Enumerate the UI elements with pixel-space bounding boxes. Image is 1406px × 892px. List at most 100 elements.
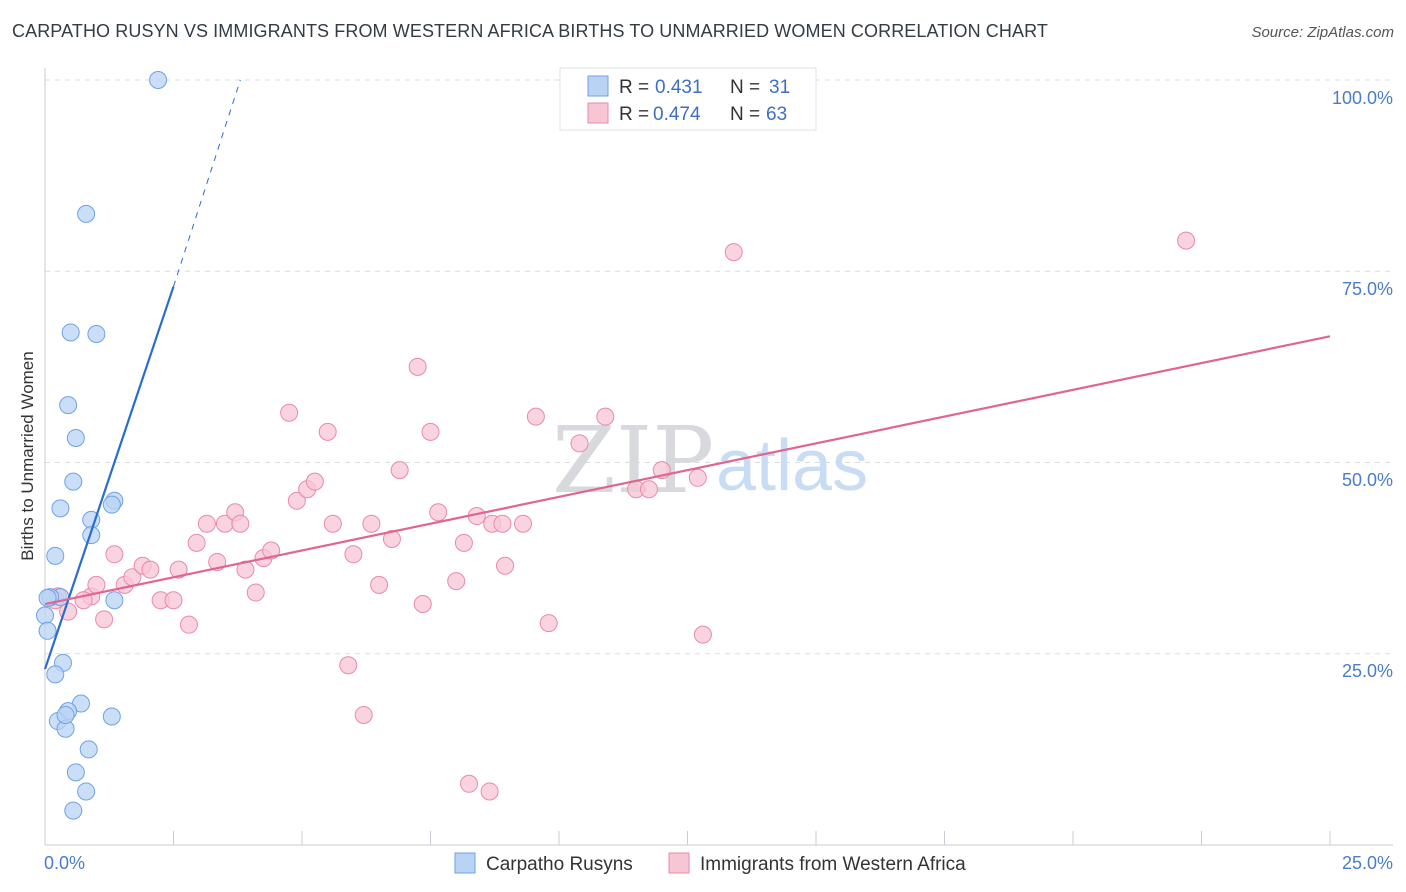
- immigrants-western-africa-point-6: [95, 610, 114, 629]
- immigrants-western-africa-point-27: [287, 491, 306, 510]
- carpatho-rusyns-point-27: [79, 740, 98, 759]
- carpatho-rusyns-point-16: [36, 606, 54, 625]
- carpatho-rusyns-point-17: [38, 621, 57, 640]
- immigrants-western-africa-point-32: [339, 656, 358, 675]
- immigrants-western-africa-point-14: [169, 560, 188, 579]
- carpatho-rusyns-point-28: [66, 763, 85, 782]
- trend-line-immigrants-western-africa: [44, 335, 1331, 606]
- immigrants-western-africa-point-5: [87, 575, 106, 594]
- source-label: Source: ZipAtlas.com: [1251, 24, 1394, 41]
- carpatho-rusyns-point-3: [87, 324, 106, 343]
- immigrants-western-africa-point-16: [187, 533, 206, 552]
- legend-swatch-pink: [587, 102, 609, 124]
- carpatho-rusyns-point-12: [46, 546, 65, 565]
- legend-n-label-1: N =: [730, 77, 760, 98]
- series-carpatho-rusyns: [36, 71, 168, 820]
- carpatho-rusyns-point-7: [51, 499, 70, 518]
- legend-n-value-1: 31: [769, 77, 790, 98]
- carpatho-rusyns-point-26: [56, 705, 75, 724]
- immigrants-western-africa-point-30: [318, 422, 337, 441]
- immigrants-western-africa-point-31: [323, 514, 342, 533]
- y-tick-label-100: 100.0%: [1332, 88, 1393, 108]
- legend-r-label-2: R =: [619, 104, 649, 125]
- immigrants-western-africa-point-22: [236, 560, 255, 579]
- series-legend-swatch-pink: [668, 852, 690, 874]
- immigrants-western-africa-point-34: [354, 705, 373, 724]
- carpatho-rusyns-point-18: [105, 591, 124, 610]
- x-ticks: [173, 831, 1331, 845]
- immigrants-western-africa-point-23: [246, 583, 265, 602]
- carpatho-rusyns-point-11: [82, 526, 101, 545]
- immigrants-western-africa-point-49: [493, 514, 512, 533]
- carpatho-rusyns-point-9: [102, 495, 121, 514]
- immigrants-western-africa-point-54: [570, 434, 589, 453]
- immigrants-western-africa-point-38: [390, 461, 409, 480]
- immigrants-western-africa-point-39: [408, 357, 427, 376]
- immigrants-western-africa-point-52: [526, 407, 545, 426]
- immigrants-western-africa-point-62: [1177, 231, 1196, 250]
- immigrants-western-africa-point-61: [724, 243, 743, 262]
- x-tick-label-0: 0.0%: [44, 853, 85, 873]
- carpatho-rusyns-point-2: [61, 323, 80, 342]
- series-immigrants-western-africa: [46, 231, 1196, 801]
- carpatho-rusyns-point-6: [64, 472, 83, 491]
- carpatho-rusyns-point-29: [77, 782, 96, 801]
- carpatho-rusyns-point-30: [64, 801, 83, 820]
- legend-n-label-2: N =: [730, 104, 760, 125]
- stats-legend: R = 0.431 N = 31 R = 0.474 N = 63: [559, 67, 817, 131]
- immigrants-western-africa-point-60: [693, 625, 712, 644]
- watermark-atlas: atlas: [716, 426, 868, 506]
- series-legend-swatch-blue: [454, 852, 476, 874]
- carpatho-rusyns-point-4: [59, 396, 78, 415]
- y-tick-label-75: 75.0%: [1342, 279, 1393, 299]
- immigrants-western-africa-point-36: [370, 575, 389, 594]
- immigrants-western-africa-point-43: [447, 572, 466, 591]
- y-axis-title: Births to Unmarried Women: [18, 351, 37, 560]
- immigrants-western-africa-point-21: [231, 514, 250, 533]
- x-tick-label-25: 25.0%: [1342, 853, 1393, 873]
- series-legend-label-pink: Immigrants from Western Africa: [700, 854, 966, 875]
- trend-line-carpatho-rusyns-extension: [173, 79, 241, 287]
- immigrants-western-africa-point-57: [639, 480, 658, 499]
- immigrants-western-africa-point-13: [164, 591, 183, 610]
- immigrants-western-africa-point-26: [280, 403, 299, 422]
- legend-r-value-2: 0.474: [653, 104, 701, 125]
- trend-lines: [43, 79, 1331, 670]
- carpatho-rusyns-point-1: [77, 204, 96, 223]
- immigrants-western-africa-point-40: [413, 595, 432, 614]
- series-legend-label-blue: Carpatho Rusyns: [486, 854, 633, 875]
- grid: [45, 79, 1393, 655]
- carpatho-rusyns-point-0: [149, 71, 168, 89]
- carpatho-rusyns-point-20: [46, 665, 65, 684]
- watermark-zip: ZIP: [552, 407, 714, 514]
- carpatho-rusyns-point-23: [102, 707, 121, 726]
- immigrants-western-africa-point-50: [496, 556, 515, 575]
- immigrants-western-africa-point-53: [539, 614, 558, 633]
- legend-swatch-blue: [587, 75, 609, 97]
- series-legend: Carpatho Rusyns Immigrants from Western …: [454, 852, 966, 875]
- immigrants-western-africa-point-17: [197, 514, 216, 533]
- y-tick-label-50: 50.0%: [1342, 470, 1393, 490]
- immigrants-western-africa-point-25: [262, 541, 281, 560]
- carpatho-rusyns-point-5: [66, 429, 85, 448]
- trend-line-carpatho-rusyns: [43, 286, 175, 670]
- immigrants-western-africa-point-45: [460, 774, 479, 793]
- legend-r-value-1: 0.431: [655, 77, 703, 98]
- immigrants-western-africa-point-15: [179, 615, 198, 634]
- immigrants-western-africa-point-55: [596, 407, 615, 426]
- immigrants-western-africa-point-29: [305, 472, 324, 491]
- immigrants-western-africa-point-42: [429, 503, 448, 522]
- immigrants-western-africa-point-51: [514, 514, 533, 533]
- immigrants-western-africa-point-7: [105, 545, 124, 564]
- legend-n-value-2: 63: [766, 104, 787, 125]
- immigrants-western-africa-point-33: [344, 545, 363, 564]
- immigrants-western-africa-point-11: [141, 560, 160, 579]
- immigrants-western-africa-point-47: [480, 782, 499, 801]
- legend-r-label-1: R =: [619, 77, 649, 98]
- chart-title: CARPATHO RUSYN VS IMMIGRANTS FROM WESTER…: [12, 21, 1048, 41]
- immigrants-western-africa-point-41: [421, 422, 440, 441]
- immigrants-western-africa-point-37: [382, 530, 401, 548]
- immigrants-western-africa-point-44: [454, 533, 473, 552]
- y-tick-label-25: 25.0%: [1342, 661, 1393, 681]
